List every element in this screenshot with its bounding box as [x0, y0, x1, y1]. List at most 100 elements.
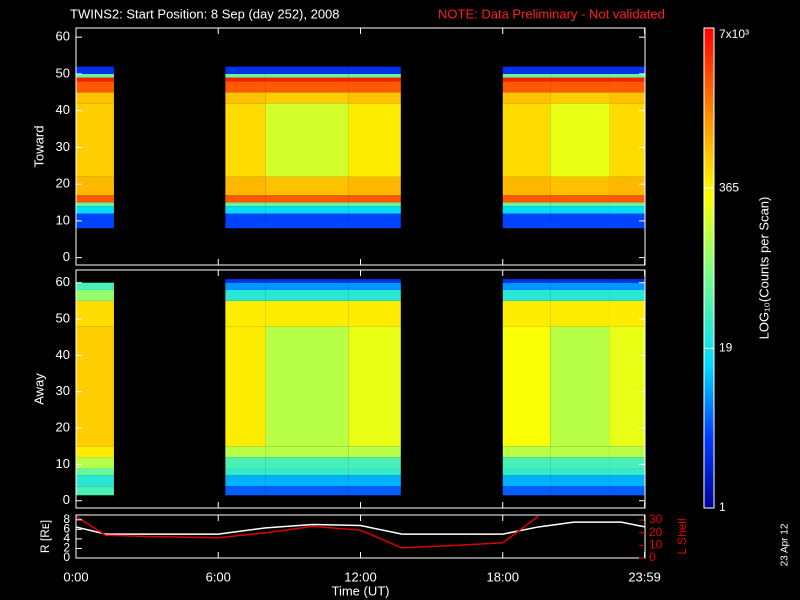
heatmap-cell	[265, 475, 349, 487]
heatmap-cell	[502, 103, 551, 177]
heatmap-cell	[502, 289, 551, 301]
heatmap-cell	[225, 289, 266, 301]
heatmap-cell	[609, 300, 645, 327]
x-axis-title: Time (UT)	[331, 583, 389, 598]
heatmap-cell	[550, 195, 610, 203]
heatmap-cell	[76, 213, 114, 229]
heatmap-cell	[265, 279, 349, 283]
heatmap-cell	[76, 73, 114, 78]
heatmap-cell	[502, 446, 551, 458]
x-tick-label: 23:59	[628, 569, 661, 584]
heatmap-cell	[76, 475, 114, 487]
heatmap-cell	[265, 92, 349, 104]
heatmap-cell	[225, 206, 266, 214]
y-tick-label: 4	[63, 531, 70, 545]
heatmap-cell	[609, 279, 645, 283]
heatmap-cell	[502, 475, 551, 487]
heatmap-cell	[225, 475, 266, 487]
heatmap-cell	[225, 66, 266, 74]
y-tick-label: 40	[56, 347, 70, 362]
heatmap-cell	[348, 468, 401, 476]
heatmap-cell	[609, 475, 645, 487]
heatmap-cell	[609, 326, 645, 447]
heatmap-cell	[225, 176, 266, 196]
heatmap-cell	[502, 282, 551, 290]
y-tick-label: 50	[56, 310, 70, 325]
x-tick-label: 18:00	[486, 569, 519, 584]
y-tick-label: 8	[63, 512, 70, 526]
heatmap-cell	[225, 300, 266, 327]
x-tick-label: 12:00	[344, 569, 377, 584]
heatmap-cell	[348, 202, 401, 207]
y-tick-label: 40	[56, 102, 70, 117]
heatmap-cell	[76, 282, 114, 290]
heatmap-cell	[550, 66, 610, 74]
heatmap-cell	[550, 457, 610, 469]
heatmap-cell	[348, 279, 401, 283]
heatmap-cell	[609, 73, 645, 78]
y-tick-label: 0	[63, 249, 70, 264]
heatmap-cell	[348, 300, 401, 327]
heatmap-cell	[265, 66, 349, 74]
y-tick-label: 2	[63, 541, 70, 555]
heatmap-cell	[502, 195, 551, 203]
heatmap-cell	[225, 282, 266, 290]
heatmap-cell	[225, 446, 266, 458]
heatmap-cell	[348, 103, 401, 177]
heatmap-cell	[609, 176, 645, 196]
y-tick-label: 60	[56, 274, 70, 289]
heatmap-cell	[76, 92, 114, 104]
heatmap-cell	[76, 326, 114, 447]
heatmap-cell	[348, 77, 401, 82]
heatmap-cell	[502, 202, 551, 207]
heatmap-cell	[502, 92, 551, 104]
heatmap-cell	[225, 486, 266, 496]
plot-area	[76, 515, 645, 549]
colorbar-tick-label: 1	[719, 500, 726, 514]
heatmap-cell	[550, 103, 610, 177]
heatmap-cell	[609, 81, 645, 93]
heatmap-cell	[502, 66, 551, 74]
heatmap-cell	[502, 206, 551, 214]
heatmap-cell	[550, 326, 610, 447]
y-tick-label: 20	[56, 176, 70, 191]
heatmap-cell	[76, 81, 114, 93]
colorbar-tick-label: 365	[719, 180, 739, 194]
heatmap-cell	[265, 213, 349, 229]
heatmap-cell	[76, 468, 114, 476]
y-tick-label: 0	[63, 492, 70, 507]
heatmap-cell	[265, 282, 349, 290]
heatmap-cell	[265, 457, 349, 469]
heatmap-cell	[550, 77, 610, 82]
heatmap-cell	[348, 81, 401, 93]
heatmap-cell	[76, 202, 114, 207]
heatmap-cell	[609, 195, 645, 203]
y-tick-label: 30	[56, 383, 70, 398]
y-tick-label: 30	[56, 139, 70, 154]
heatmap-cell	[76, 77, 114, 82]
heatmap-cell	[225, 103, 266, 177]
y-tick-label: 10	[56, 456, 70, 471]
y-tick-label: 6	[63, 522, 70, 536]
heatmap-cell	[76, 300, 114, 327]
heatmap-cell	[265, 468, 349, 476]
y2-tick-label: 20	[649, 525, 663, 539]
heatmap-cell	[265, 103, 349, 177]
heatmap-cell	[225, 279, 266, 283]
heatmap-cell	[609, 289, 645, 301]
heatmap-cell	[225, 92, 266, 104]
colorbar	[703, 27, 715, 509]
heatmap-cell	[502, 213, 551, 229]
heatmap-cell	[550, 92, 610, 104]
heatmap-cell	[609, 77, 645, 82]
heatmap-cell	[502, 77, 551, 82]
y2-axis-title: L Shell	[675, 518, 689, 554]
heatmap-cell	[609, 457, 645, 469]
heatmap-cell	[265, 202, 349, 207]
y-tick-label: 50	[56, 65, 70, 80]
heatmap-cell	[550, 446, 610, 458]
heatmap-cell	[225, 202, 266, 207]
heatmap-cell	[609, 202, 645, 207]
heatmap-cell	[550, 73, 610, 78]
